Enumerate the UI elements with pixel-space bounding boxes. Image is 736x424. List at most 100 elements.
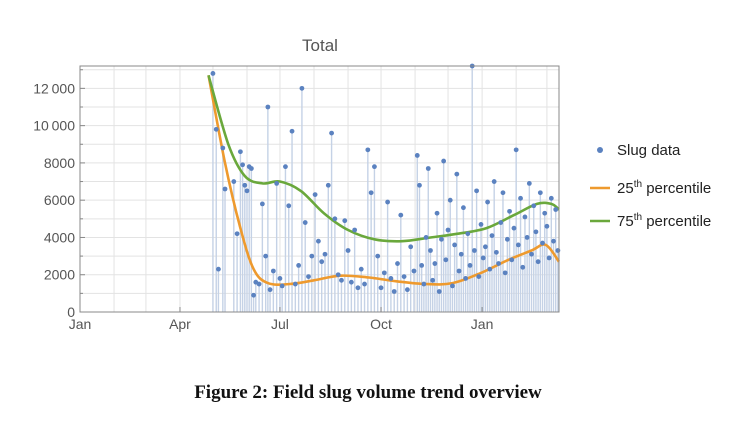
legend-marker-slug-data xyxy=(597,147,603,153)
plot-frame xyxy=(79,65,560,313)
slug-data-point xyxy=(302,220,308,225)
slug-data-point xyxy=(309,253,315,259)
slug-data-point xyxy=(391,289,397,294)
p25-percentile-line xyxy=(207,75,561,286)
slug-data-point xyxy=(465,231,471,237)
slug-data-point xyxy=(504,236,510,242)
slug-data-point xyxy=(443,257,449,263)
slug-data-point xyxy=(395,261,400,266)
slug-data-point xyxy=(259,201,265,207)
slug-data-point xyxy=(476,274,482,279)
legend-label-scatter: Slug data xyxy=(617,142,681,159)
percentile-curves xyxy=(207,74,561,286)
slug-data-point xyxy=(502,270,508,276)
slug-data-point xyxy=(237,149,243,155)
slug-data-point xyxy=(522,214,528,220)
slug-data-point xyxy=(248,166,254,171)
slug-data-point xyxy=(408,244,414,250)
slug-data-point xyxy=(213,126,219,132)
slug-data-point xyxy=(456,268,462,274)
slug-data-point xyxy=(467,263,473,268)
slug-data-point xyxy=(520,264,526,270)
slug-data-point xyxy=(404,287,410,293)
slug-data-point xyxy=(419,263,425,268)
slug-data-point xyxy=(555,248,561,253)
slug-data-point xyxy=(348,279,354,285)
slug-data-point xyxy=(531,203,537,209)
slug-data-point xyxy=(240,162,245,168)
slug-data-point xyxy=(231,179,237,184)
legend: Slug data 25th percentile 75th percentile xyxy=(590,142,711,230)
y-tick-label: 12 000 xyxy=(33,80,75,96)
slug-data-point xyxy=(507,208,512,214)
slug-data-point xyxy=(425,166,431,171)
slug-data-point xyxy=(242,182,248,188)
slug-data-point xyxy=(368,190,374,196)
slug-data-point xyxy=(474,188,480,194)
slug-data-point xyxy=(478,222,484,227)
slug-data-point xyxy=(533,229,539,235)
slug-data-point xyxy=(358,266,364,272)
y-tick-label: 0 xyxy=(67,304,75,320)
slug-data-point xyxy=(251,292,256,298)
slug-data-point xyxy=(385,199,391,205)
slug-data-point xyxy=(544,223,550,229)
legend-label-p75: 75th percentile xyxy=(617,212,711,230)
slug-data-point xyxy=(436,289,442,294)
slug-data-point xyxy=(540,240,545,246)
slug-data-point xyxy=(421,281,427,287)
slug-data-point xyxy=(515,242,521,248)
slug-data-point xyxy=(381,270,387,276)
slug-data-point xyxy=(319,259,325,265)
slug-data-point xyxy=(434,210,440,216)
slug-data-point xyxy=(292,281,298,287)
slug-data-point xyxy=(352,227,358,233)
y-tick-label: 2000 xyxy=(44,267,75,283)
slug-data-point xyxy=(417,182,422,188)
p75-percentile-line xyxy=(207,74,560,243)
slug-data-point xyxy=(322,251,328,257)
y-tick-label: 10 000 xyxy=(33,118,75,134)
slug-data-point xyxy=(375,253,381,259)
slug-data-point xyxy=(312,192,318,197)
slug-data-point xyxy=(487,266,493,272)
slug-data-point xyxy=(325,182,331,188)
slug-data-point xyxy=(529,251,534,257)
slug-data-point xyxy=(342,218,348,224)
slug-data-point xyxy=(216,266,221,272)
slug-data-point xyxy=(439,236,444,242)
slug-data-point xyxy=(277,276,283,281)
x-tick-label: Jan xyxy=(471,316,494,332)
slug-data-point xyxy=(546,255,552,261)
slug-data-point xyxy=(329,130,334,136)
slug-data-point xyxy=(485,199,490,205)
slug-data-point xyxy=(463,276,469,281)
slug-data-point xyxy=(489,233,495,238)
slug-data-point xyxy=(279,283,285,289)
slug-data-point xyxy=(450,283,455,289)
slug-data-point xyxy=(210,71,216,76)
slug-data-point xyxy=(537,190,543,196)
slug-data-point xyxy=(289,128,295,134)
slug-data-point xyxy=(335,272,341,278)
slug-data-point xyxy=(362,281,367,287)
slug-data-point xyxy=(432,261,438,266)
slug-data-point xyxy=(299,85,305,91)
scatter-points xyxy=(210,63,561,298)
slug-data-point xyxy=(458,251,464,257)
slug-data-point xyxy=(234,231,240,237)
slug-data-point xyxy=(447,197,453,203)
y-tick-label: 4000 xyxy=(44,229,75,245)
slug-data-point xyxy=(388,276,394,281)
y-tick-label: 8000 xyxy=(44,155,75,171)
slug-data-point xyxy=(493,249,499,255)
slug-data-point xyxy=(274,181,280,186)
slug-data-point xyxy=(553,207,559,212)
chart-title: Total xyxy=(302,36,338,55)
slug-data-point xyxy=(482,244,488,250)
slug-data-point xyxy=(511,225,517,231)
slug-data-point xyxy=(454,171,460,177)
slug-data-point xyxy=(256,281,262,287)
slug-data-point xyxy=(222,186,228,192)
